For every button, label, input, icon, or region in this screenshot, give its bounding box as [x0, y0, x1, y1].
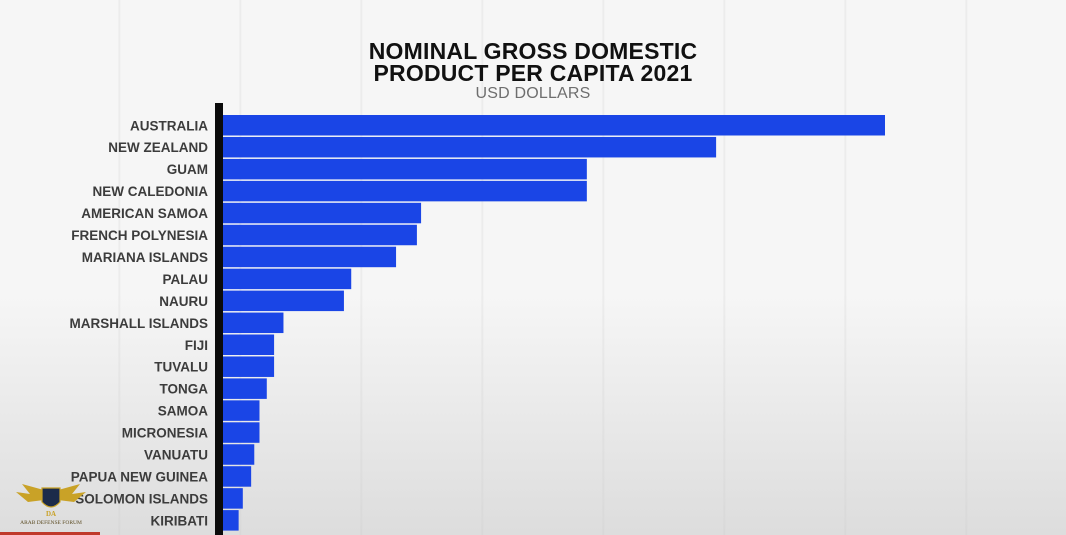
bar-new-caledonia: [223, 180, 587, 202]
category-label: NEW ZEALAND: [108, 140, 208, 155]
bar-micronesia: [223, 422, 260, 443]
category-label: SOLOMON ISLANDS: [75, 491, 208, 506]
category-label: TUVALU: [154, 360, 208, 375]
chart-subtitle: USD DOLLARS: [475, 85, 591, 102]
chart-title-block: NOMINAL GROSS DOMESTIC PRODUCT PER CAPIT…: [333, 40, 733, 103]
bar-marshall-islands: [223, 312, 284, 334]
shield-icon: [41, 487, 61, 508]
category-label: FIJI: [185, 338, 208, 353]
bar-tuvalu: [223, 356, 275, 377]
y-axis-line: [215, 103, 223, 535]
bar-american-samoa: [223, 202, 422, 224]
bar-australia: [223, 115, 885, 136]
category-label: MICRONESIA: [122, 426, 209, 441]
category-label: TONGA: [159, 382, 208, 397]
bar-vanuatu: [223, 444, 255, 465]
logo-text: ARAB DEFENSE FORUM: [20, 520, 82, 526]
arab-defense-forum-logo: DA ARAB DEFENSE FORUM: [16, 484, 86, 526]
bar-samoa: [223, 400, 260, 421]
video-progress-line: [0, 532, 100, 535]
category-label: VANUATU: [144, 448, 208, 463]
category-label: NEW CALEDONIA: [93, 184, 209, 199]
category-label: NAURU: [159, 294, 208, 309]
bar-mariana-islands: [223, 246, 397, 268]
bar-french-polynesia: [223, 224, 417, 246]
category-label: FRENCH POLYNESIA: [71, 228, 208, 243]
category-label: SAMOA: [158, 404, 209, 419]
category-label: PALAU: [163, 272, 209, 287]
bar-tonga: [223, 378, 267, 399]
bar-kiribati: [223, 510, 239, 531]
bar-palau: [223, 268, 352, 290]
bar-solomon-islands: [223, 488, 243, 509]
bar-nauru: [223, 290, 344, 312]
category-label: MARSHALL ISLANDS: [69, 316, 208, 331]
bar-papua-new-guinea: [223, 466, 252, 487]
logo-monogram: DA: [46, 510, 56, 518]
category-label: GUAM: [167, 162, 208, 177]
category-label: AMERICAN SAMOA: [81, 206, 208, 221]
chart-title-line-2: PRODUCT PER CAPITA 2021: [373, 60, 693, 86]
bar-fiji: [223, 334, 275, 355]
bar-guam: [223, 158, 587, 180]
category-label: MARIANA ISLANDS: [82, 250, 208, 265]
category-label: KIRIBATI: [151, 513, 209, 528]
chart-title-line-1: NOMINAL GROSS DOMESTIC: [368, 38, 698, 64]
category-label: AUSTRALIA: [130, 118, 208, 133]
category-label: PAPUA NEW GUINEA: [71, 469, 209, 484]
bar-new-zealand: [223, 136, 717, 158]
